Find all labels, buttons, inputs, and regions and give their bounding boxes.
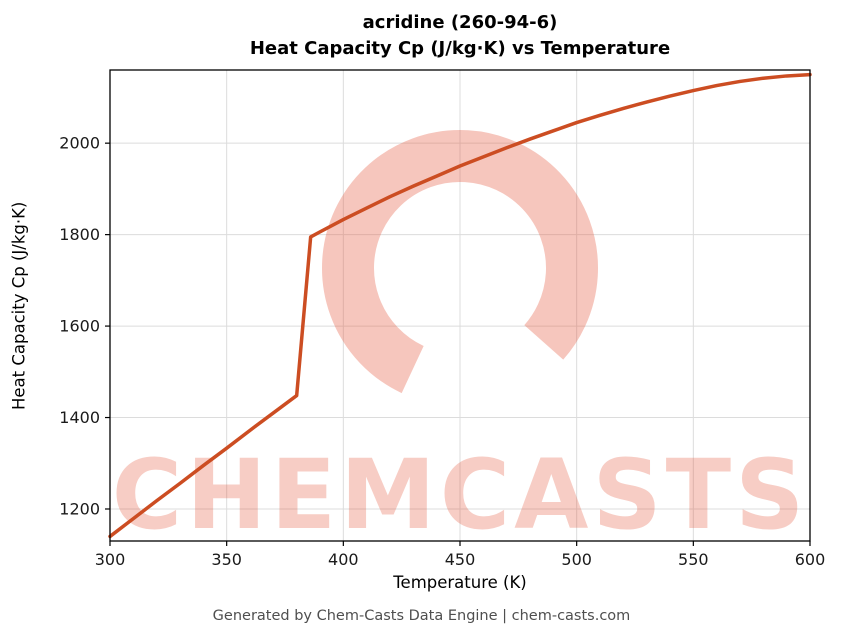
x-tick-label: 400	[328, 550, 359, 569]
footer-text: Generated by Chem-Casts Data Engine | ch…	[212, 608, 631, 624]
x-tick-label: 600	[795, 550, 826, 569]
x-tick-label: 300	[95, 550, 126, 569]
x-tick-label: 550	[678, 550, 709, 569]
x-tick-label: 450	[445, 550, 476, 569]
x-tick-label: 350	[211, 550, 242, 569]
chemcasts-text-watermark: CHEMCASTS	[112, 439, 808, 551]
chart-title-line1: acridine (260-94-6)	[362, 12, 558, 33]
y-tick-label: 1200	[59, 499, 100, 518]
chart-title: acridine (260-94-6) Heat Capacity Cp (J/…	[110, 10, 810, 62]
cp-vs-temperature-line	[108, 72, 812, 539]
y-tick-label: 2000	[59, 134, 100, 153]
y-tick-label: 1800	[59, 225, 100, 244]
x-tick-label: 500	[561, 550, 592, 569]
y-tick-label: 1600	[59, 317, 100, 336]
y-tick-label: 1400	[59, 408, 100, 427]
chart-title-line2: Heat Capacity Cp (J/kg·K) vs Temperature	[249, 38, 671, 60]
y-axis-label: Heat Capacity Cp (J/kg·K)	[9, 201, 29, 410]
chemcasts-logo-watermark	[322, 130, 598, 406]
x-axis-label: Temperature (K)	[393, 573, 527, 592]
